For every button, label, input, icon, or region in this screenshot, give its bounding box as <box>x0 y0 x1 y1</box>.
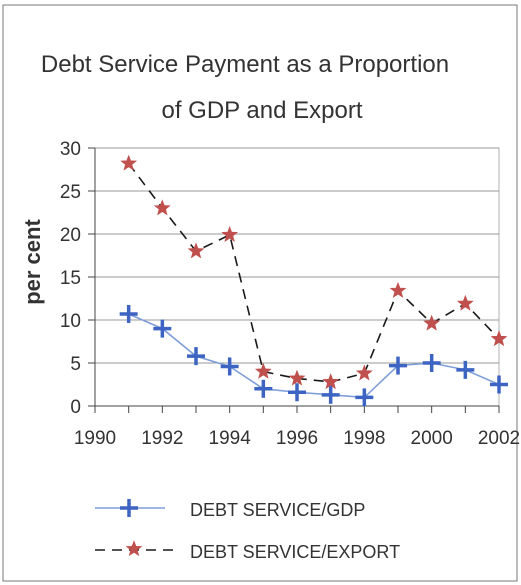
data-point-export-1994 <box>221 226 239 243</box>
series <box>119 154 508 407</box>
data-point-export-1999 <box>389 281 407 298</box>
data-point-export-2001 <box>456 294 474 311</box>
chart-title-line-2: of GDP and Export <box>162 97 363 124</box>
data-point-export-1991 <box>120 154 138 171</box>
legend-label-gdp: DEBT SERVICE/GDP <box>190 500 365 520</box>
legend: DEBT SERVICE/GDP DEBT SERVICE/EXPORT <box>95 499 400 562</box>
x-tick-label-2002: 2002 <box>478 428 520 449</box>
y-tick-label-0: 0 <box>70 397 81 418</box>
y-axis-label: per cent <box>20 219 45 305</box>
series-gdp <box>119 304 508 407</box>
data-point-gdp-1992 <box>153 319 172 338</box>
y-tick-label-15: 15 <box>60 268 81 289</box>
data-point-gdp-2001 <box>456 360 475 379</box>
x-tick-label-2000: 2000 <box>411 428 453 449</box>
data-point-export-1998 <box>355 364 373 381</box>
x-tick-label-1994: 1994 <box>209 428 252 449</box>
data-point-gdp-1994 <box>220 357 239 376</box>
legend-marker-gdp <box>120 499 138 517</box>
y-tick-label-5: 5 <box>70 354 81 375</box>
legend-item-export: DEBT SERVICE/EXPORT <box>95 540 400 562</box>
x-tick-label-1990: 1990 <box>74 428 116 449</box>
data-point-export-1997 <box>322 373 340 390</box>
data-point-export-2002 <box>490 330 508 347</box>
series-export <box>120 154 508 390</box>
data-point-gdp-1996 <box>288 383 306 402</box>
x-tick-label-1992: 1992 <box>141 428 183 449</box>
chart-title-line-1: Debt Service Payment as a Proportion <box>41 51 449 78</box>
data-point-export-1993 <box>187 242 205 259</box>
y-tick-label-10: 10 <box>60 311 81 332</box>
y-tick-label-20: 20 <box>60 225 81 246</box>
data-point-gdp-1998 <box>355 388 374 407</box>
axes <box>88 147 500 413</box>
data-point-gdp-2000 <box>422 354 441 372</box>
legend-item-gdp: DEBT SERVICE/GDP <box>95 499 365 520</box>
x-tick-label-1998: 1998 <box>343 428 385 449</box>
data-point-export-1992 <box>153 199 171 216</box>
legend-label-export: DEBT SERVICE/EXPORT <box>190 542 400 562</box>
data-point-export-2000 <box>423 314 441 331</box>
legend-star-symbol <box>125 540 143 557</box>
data-point-export-1995 <box>254 362 272 379</box>
data-point-gdp-1991 <box>119 304 138 323</box>
figure-frame <box>2 4 518 582</box>
x-tick-labels: 1990 1992 1994 1996 1998 2000 2002 <box>74 428 520 449</box>
legend-plus-symbol <box>120 499 138 517</box>
y-tick-label-25: 25 <box>60 182 81 203</box>
series-line-export <box>128 162 500 383</box>
data-point-gdp-1999 <box>389 356 407 375</box>
data-point-gdp-1995 <box>254 379 273 398</box>
y-tick-label-30: 30 <box>60 139 81 160</box>
data-point-export-1996 <box>288 369 306 386</box>
x-tick-label-1996: 1996 <box>276 428 318 449</box>
data-point-gdp-1993 <box>187 347 205 366</box>
data-point-gdp-2002 <box>490 375 508 394</box>
data-point-gdp-1997 <box>321 385 340 404</box>
legend-marker-export <box>125 540 143 557</box>
y-tick-labels: 0 5 10 15 20 25 30 <box>60 139 81 418</box>
